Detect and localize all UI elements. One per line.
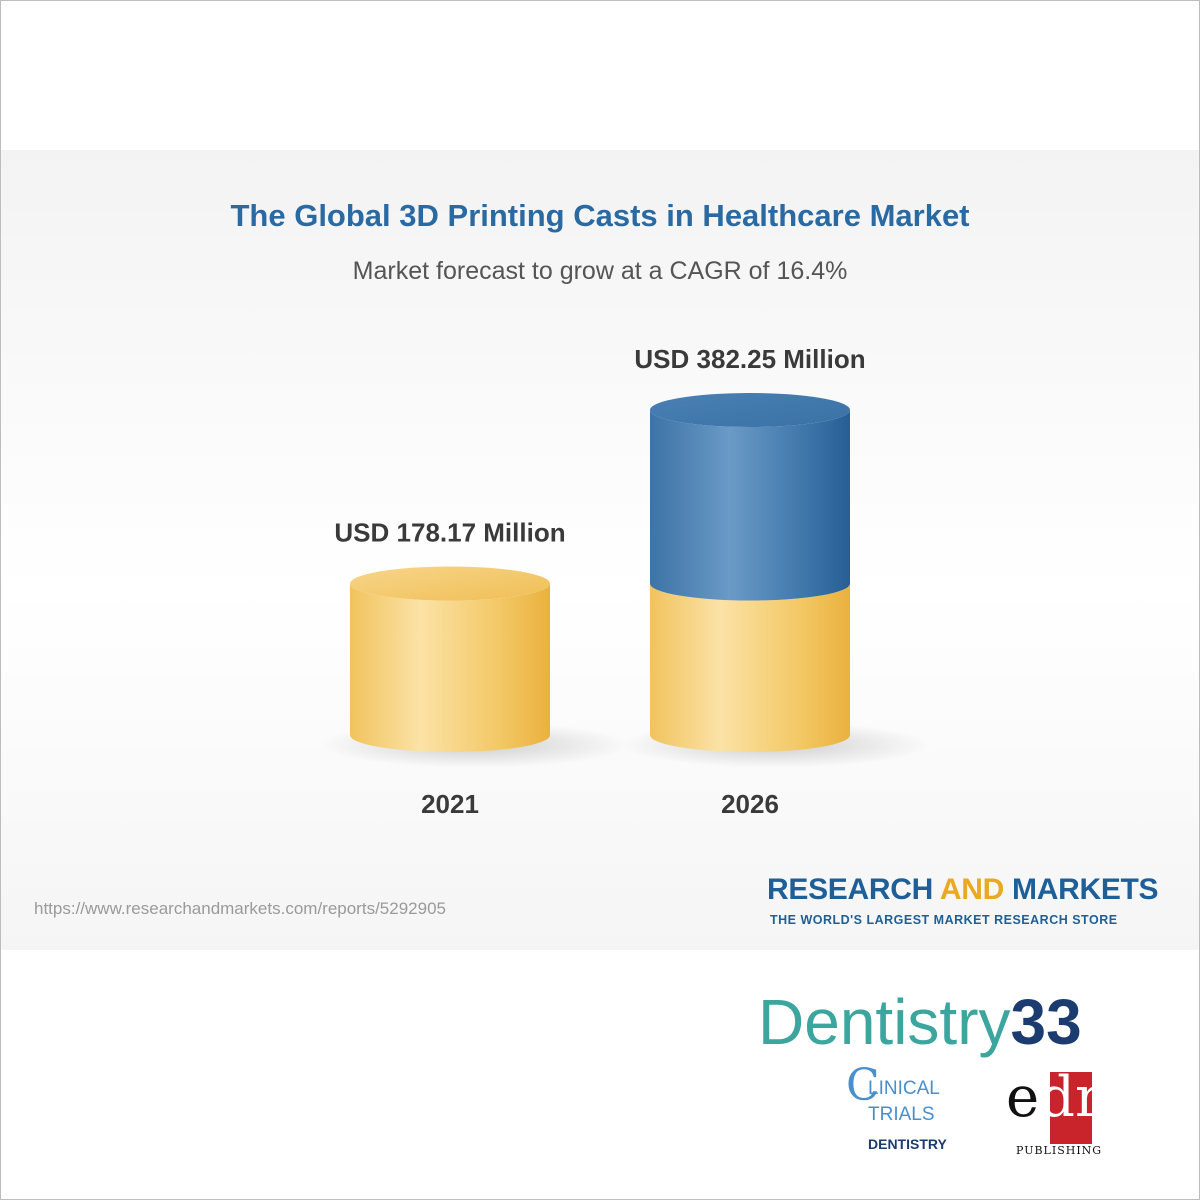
x-tick-label-2026: 2026: [721, 789, 779, 819]
data-label-2026: USD 382.25 Million: [634, 344, 865, 374]
research-and-markets-logo: RESEARCH AND MARKETS: [767, 873, 1159, 907]
clinical-trials-dentistry-logo: C LINICAL TRIALS DENTISTRY: [846, 1064, 956, 1166]
source-url: https://www.researchandmarkets.com/repor…: [34, 899, 446, 918]
chart-title: The Global 3D Printing Casts in Healthca…: [230, 198, 970, 233]
edra-mark: edra: [1006, 1070, 1135, 1126]
edra-red-block: [1050, 1072, 1092, 1144]
brand-part-research: RESEARCH: [767, 873, 940, 906]
ctd-line-2: TRIALS: [868, 1104, 935, 1125]
edra-mark-dra: dra: [1039, 1065, 1136, 1130]
brand-part-markets: MARKETS: [1004, 873, 1159, 906]
infographic-panel: [1, 150, 1199, 950]
bar-top-2021: [350, 566, 550, 601]
data-label-2021: USD 178.17 Million: [334, 518, 565, 548]
dentistry-word: Dentistry: [758, 986, 1011, 1058]
bar-base-portion-2026: [650, 583, 850, 752]
dentistry33-logo: Dentistry33: [758, 990, 1082, 1054]
edra-mark-e: e: [1006, 1065, 1040, 1130]
ctd-line-1: LINICAL: [868, 1078, 940, 1099]
bar-2021: [350, 583, 550, 752]
brand-part-and: AND: [939, 873, 1004, 906]
x-tick-label-2021: 2021: [421, 789, 479, 819]
chart-subtitle: Market forecast to grow at a CAGR of 16.…: [352, 257, 848, 285]
brand-tagline: THE WORLD'S LARGEST MARKET RESEARCH STOR…: [770, 913, 1118, 927]
dentistry-number: 33: [1010, 986, 1082, 1058]
ctd-initial: C: [846, 1060, 880, 1111]
bar-top-2026: [650, 393, 850, 427]
edra-publishing-logo: edra PUBLISHING: [1006, 1070, 1136, 1180]
ctd-line-3: DENTISTRY: [868, 1136, 947, 1152]
edra-sub: PUBLISHING: [1016, 1144, 1103, 1157]
bar-growth-portion-2026: [650, 410, 850, 601]
